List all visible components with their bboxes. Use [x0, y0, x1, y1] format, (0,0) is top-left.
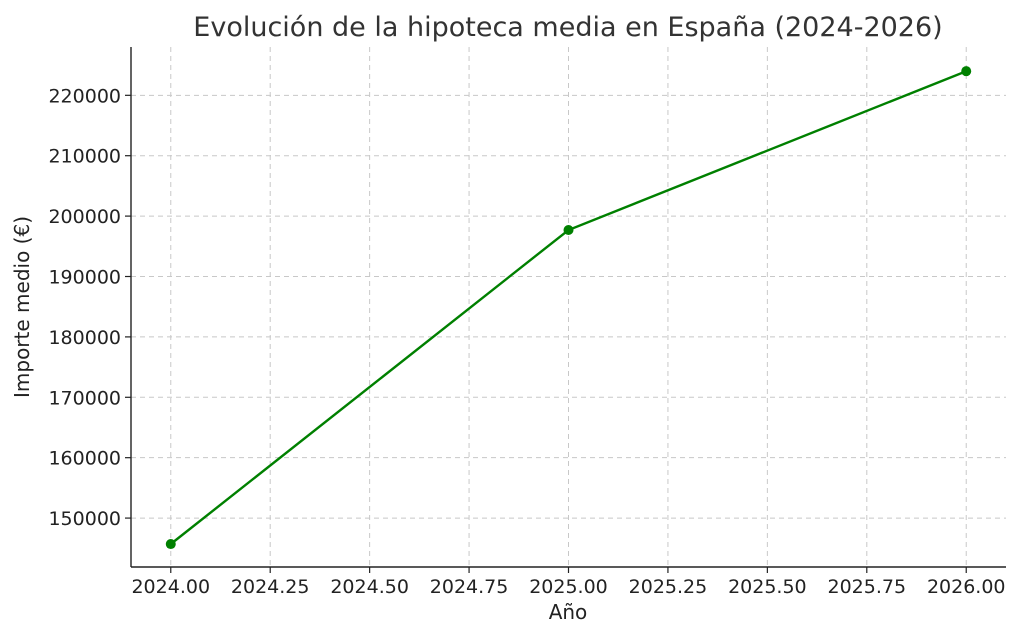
x-tick-label: 2024.75 [430, 576, 509, 598]
x-axis-label: Año [549, 600, 588, 624]
x-tick-label: 2024.50 [330, 576, 409, 598]
y-tick-label: 210000 [48, 146, 121, 168]
data-point [563, 224, 574, 235]
y-tick-label: 160000 [48, 448, 121, 470]
y-ticks: 150000 160000 170000 180000 190000 200000 2100… [48, 85, 131, 530]
y-tick-label: 220000 [48, 85, 121, 107]
x-tick-label: 2025.25 [629, 576, 708, 598]
x-tick-label: 2026.00 [927, 576, 1006, 598]
x-tick-label: 2024.00 [131, 576, 210, 598]
y-tick-label: 170000 [48, 387, 121, 409]
x-tick-label: 2025.75 [828, 576, 907, 598]
y-tick-label: 200000 [48, 206, 121, 228]
data-point [961, 66, 972, 77]
y-tick-label: 150000 [48, 508, 121, 530]
series-layer [165, 66, 972, 550]
x-tick-label: 2025.00 [529, 576, 608, 598]
x-tick-label: 2025.50 [728, 576, 807, 598]
y-axis-label: Importe medio (€) [10, 216, 34, 398]
grid [131, 47, 1006, 567]
x-tick-label: 2024.25 [231, 576, 310, 598]
y-tick-label: 190000 [48, 267, 121, 289]
chart-title: Evolución de la hipoteca media en España… [193, 12, 942, 43]
y-tick-label: 180000 [48, 327, 121, 349]
x-ticks: 2024.00 2024.25 2024.50 2024.75 2025.00 2025.… [131, 567, 1006, 598]
data-point [165, 539, 176, 550]
